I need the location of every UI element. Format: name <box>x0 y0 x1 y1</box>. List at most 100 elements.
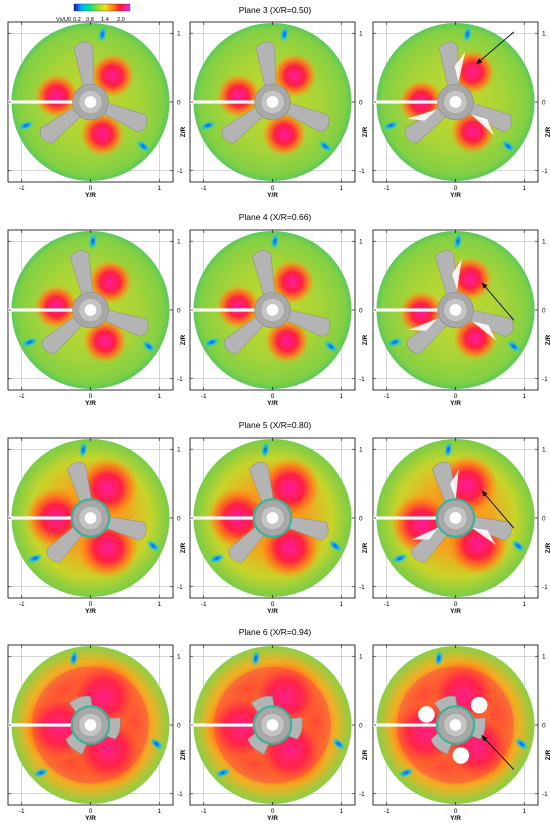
plane-title: Plane 3 (X/R=0.50) <box>239 5 312 15</box>
hub-bore <box>84 512 97 524</box>
y-tick-label: 1 <box>157 808 161 815</box>
plane-title: Plane 6 (X/R=0.94) <box>239 627 312 637</box>
z-tick-label: 0 <box>359 99 363 106</box>
z-tick-label: 0 <box>359 515 363 522</box>
velocity-field <box>190 230 355 390</box>
row-title-group: Plane 6 (X/R=0.94) <box>239 627 312 637</box>
z-tick-label: 1 <box>177 239 181 246</box>
y-tick-label: -1 <box>384 185 390 192</box>
low-velocity-region <box>88 233 98 250</box>
plane-panel: -1 0 1 1 0 -1 Y/R Z/R <box>189 644 369 822</box>
z-tick-label: 1 <box>542 447 546 454</box>
z-tick-label: 0 <box>177 515 181 522</box>
cavity-patch <box>471 114 494 136</box>
y-axis-label: Y/R <box>267 192 278 199</box>
z-tick-label: 1 <box>177 31 181 38</box>
cavity-patch <box>408 318 438 331</box>
propeller-hub-icon <box>252 705 293 745</box>
y-tick-label: -1 <box>201 808 207 815</box>
y-tick-label: 1 <box>522 185 526 192</box>
y-axis-label: Y/R <box>85 608 96 615</box>
z-axis-label: Z/R <box>362 542 369 553</box>
z-tick-label: 0 <box>542 722 546 729</box>
z-tick-label: -1 <box>359 584 365 591</box>
y-axis-label: Y/R <box>450 815 461 822</box>
y-axis-label: Y/R <box>450 192 461 199</box>
propeller-hub-icon <box>70 498 111 538</box>
plane-title: Plane 4 (X/R=0.66) <box>239 212 312 222</box>
propeller-hub-icon <box>437 83 474 121</box>
low-velocity-region <box>251 650 261 667</box>
high-velocity-region <box>80 112 125 157</box>
y-tick-label: 1 <box>339 601 343 608</box>
colorbar-swatch <box>73 3 131 12</box>
y-tick-label: -1 <box>201 601 207 608</box>
z-tick-label: -1 <box>359 376 365 383</box>
low-velocity-region <box>514 737 529 751</box>
low-velocity-region <box>200 120 216 131</box>
low-velocity-region <box>331 737 346 751</box>
y-tick-label: 1 <box>157 185 161 192</box>
panel-grid: Plane 3 (X/R=0.50) -1 0 1 1 0 -1 Y/R Z/R -1 0 1 1 0 -1… <box>7 5 550 822</box>
velocity-field <box>190 645 355 805</box>
z-axis-label: Z/R <box>180 126 187 137</box>
propeller-hub-icon <box>254 291 291 329</box>
y-tick-label: 1 <box>522 808 526 815</box>
y-tick-label: 0 <box>454 601 458 608</box>
shaft-line <box>8 100 83 104</box>
shaft-line <box>373 723 448 727</box>
propeller-hub-icon <box>437 291 474 329</box>
annotation-arrow-icon <box>475 31 515 65</box>
z-tick-label: 1 <box>359 239 363 246</box>
shaft-line <box>8 308 83 312</box>
high-velocity-region <box>90 53 135 98</box>
shaft-line <box>373 308 448 312</box>
y-tick-label: 1 <box>339 808 343 815</box>
y-axis-label: Y/R <box>450 400 461 407</box>
velocity-field <box>8 438 173 598</box>
low-velocity-region <box>141 340 156 353</box>
velocity-field <box>190 438 355 598</box>
cavity-patch <box>472 321 497 341</box>
y-axis-label: Y/R <box>85 400 96 407</box>
y-tick-label: 0 <box>454 808 458 815</box>
y-tick-label: 0 <box>89 601 93 608</box>
z-tick-label: 0 <box>359 307 363 314</box>
z-tick-label: 1 <box>542 239 546 246</box>
z-tick-label: -1 <box>359 791 365 798</box>
plane-panel: -1 0 1 1 0 -1 Y/R Z/R <box>372 229 550 407</box>
shaft-line <box>8 516 83 520</box>
propeller-hub-icon <box>252 498 293 538</box>
plane-title: Plane 5 (X/R=0.80) <box>239 420 312 430</box>
z-tick-label: -1 <box>542 791 548 798</box>
colorbar: Vx/U0 0.2 0.8 1.4 2.0 <box>56 3 131 23</box>
low-velocity-region <box>18 120 34 131</box>
cavity-patch <box>450 469 459 499</box>
velocity-field <box>373 22 538 182</box>
low-velocity-region <box>511 539 526 553</box>
y-tick-label: -1 <box>384 601 390 608</box>
annotation-arrow-icon <box>481 490 515 529</box>
plane-panel: -1 0 1 1 0 -1 Y/R Z/R <box>372 21 550 199</box>
hub-bore <box>266 96 279 108</box>
z-axis-label: Z/R <box>180 749 187 760</box>
y-axis-label: Y/R <box>267 608 278 615</box>
low-velocity-region <box>398 767 414 778</box>
low-velocity-region <box>146 539 161 553</box>
z-axis-label: Z/R <box>180 542 187 553</box>
low-velocity-region <box>463 26 472 43</box>
y-axis-label: Y/R <box>450 608 461 615</box>
low-velocity-region <box>328 539 343 553</box>
y-tick-label: -1 <box>384 393 390 400</box>
low-velocity-region <box>261 441 270 458</box>
hub-bore <box>84 304 97 316</box>
z-tick-label: 0 <box>359 722 363 729</box>
z-tick-label: 1 <box>177 447 181 454</box>
y-tick-label: 1 <box>339 185 343 192</box>
y-tick-label: -1 <box>19 185 25 192</box>
y-tick-label: 1 <box>339 393 343 400</box>
hub-ring <box>252 705 293 745</box>
plane-panel: -1 0 1 1 0 -1 Y/R Z/R <box>7 437 187 615</box>
y-tick-label: -1 <box>201 393 207 400</box>
